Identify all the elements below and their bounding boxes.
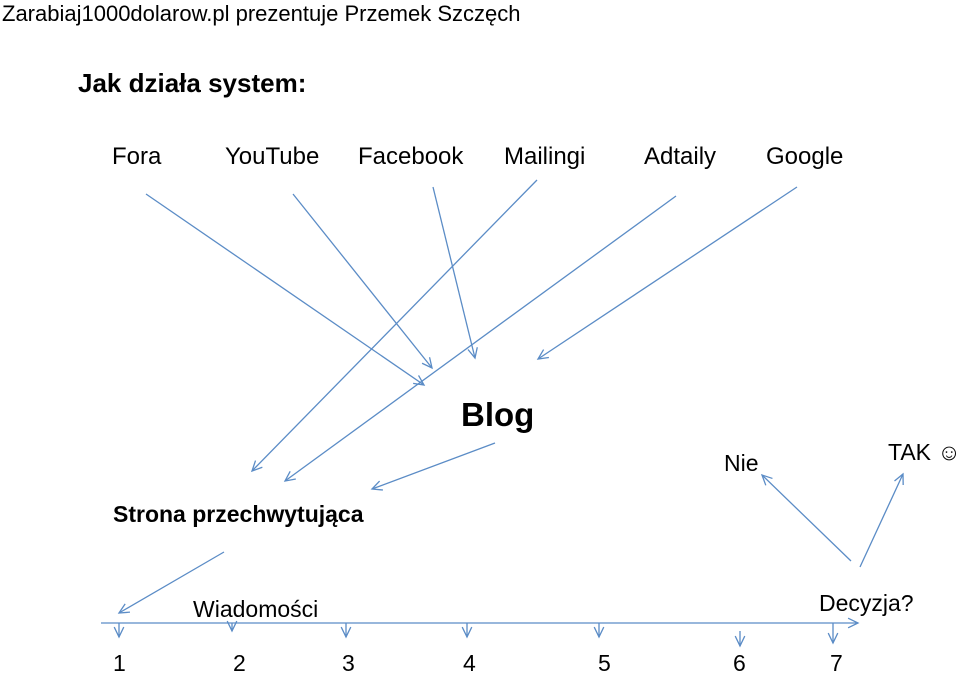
tick-5 <box>593 623 605 639</box>
blog-node: Blog <box>461 396 535 433</box>
decision-yes-text: TAK <box>888 439 932 465</box>
source-youtube: YouTube <box>225 143 320 170</box>
messages-label: Wiadomości <box>193 596 319 622</box>
arrow-blog-capture <box>370 442 496 491</box>
diagram-heading: Jak działa system: <box>78 68 307 98</box>
step-3: 3 <box>342 650 355 676</box>
timeline-axis <box>101 617 860 629</box>
step-7: 7 <box>830 650 843 676</box>
tick-4 <box>461 623 473 639</box>
decision-no-label: Nie <box>724 450 759 476</box>
arrow-adtaily-capture <box>283 195 677 482</box>
capture-page-node: Strona przechwytująca <box>113 501 364 527</box>
decision-label: Decyzja? <box>819 590 914 616</box>
step-4: 4 <box>463 650 476 676</box>
step-6: 6 <box>733 650 746 676</box>
arrow-capture-messages <box>117 551 225 614</box>
source-google: Google <box>766 143 844 170</box>
page-header: Zarabiaj1000dolarow.pl prezentuje Przeme… <box>2 1 521 26</box>
tick-3 <box>340 623 352 639</box>
tick-2 <box>226 620 238 633</box>
step-5: 5 <box>598 650 611 676</box>
decision-yes-label: TAK ☺ <box>888 441 959 464</box>
step-1: 1 <box>113 650 126 676</box>
source-facebook: Facebook <box>358 143 464 170</box>
tick-7 <box>827 623 839 645</box>
source-fora: Fora <box>112 143 162 170</box>
arrow-facebook-blog <box>432 186 478 360</box>
arrow-google-blog <box>536 186 798 360</box>
step-2: 2 <box>233 650 246 676</box>
tick-1 <box>113 623 125 639</box>
source-mailingi: Mailingi <box>504 143 586 170</box>
tick-6 <box>734 631 746 648</box>
arrow-youtube-blog <box>292 193 433 370</box>
arrow-decision-yes <box>859 472 904 568</box>
smiley-icon: ☺ <box>937 439 959 465</box>
source-adtaily: Adtaily <box>644 143 717 170</box>
arrow-decision-no <box>760 473 852 562</box>
arrow-fora-blog <box>145 193 426 386</box>
arrow-mailingi-capture <box>250 179 538 473</box>
